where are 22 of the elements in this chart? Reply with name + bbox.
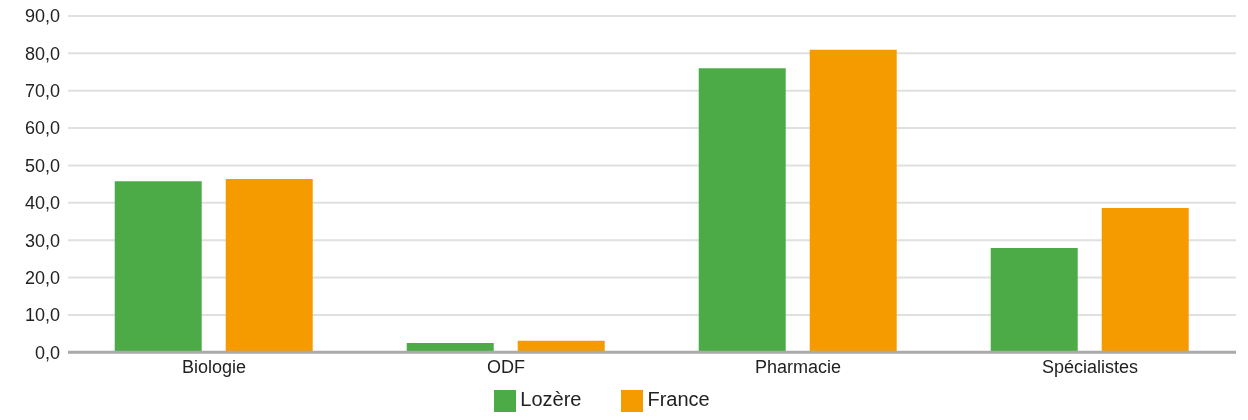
bar (225, 178, 313, 353)
y-tick-label: 70,0 (24, 81, 60, 102)
y-tick-label: 30,0 (24, 230, 60, 251)
x-tick-label: Pharmacie (754, 357, 842, 378)
x-tick-label: Spécialistes (1041, 357, 1139, 378)
bar (1101, 208, 1189, 353)
legend-label: Lozère (520, 388, 582, 411)
bar (698, 68, 786, 353)
legend-label: France (647, 388, 710, 411)
y-tick-label: 50,0 (24, 155, 60, 176)
y-tick-label: 0,0 (34, 342, 60, 363)
bar (809, 49, 897, 353)
bar (114, 181, 202, 353)
y-tick-label: 10,0 (24, 305, 60, 326)
x-tick-label: ODF (487, 357, 525, 378)
y-tick-label: 90,0 (24, 6, 60, 27)
y-tick-label: 20,0 (24, 267, 60, 288)
y-tick-label: 60,0 (24, 118, 60, 139)
x-tick-label: Biologie (181, 357, 247, 378)
y-tick-label: 40,0 (24, 193, 60, 214)
bar (990, 248, 1078, 353)
y-tick-label: 80,0 (24, 43, 60, 64)
